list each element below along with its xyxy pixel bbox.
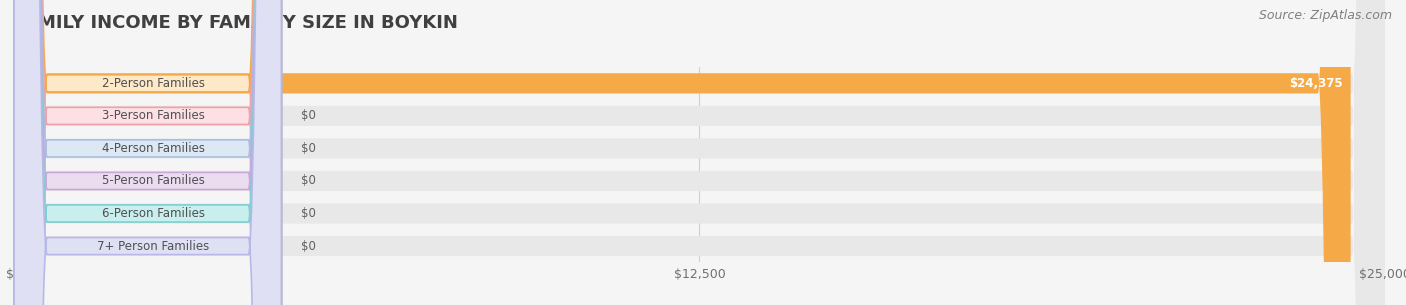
- FancyBboxPatch shape: [14, 0, 281, 305]
- Text: 4-Person Families: 4-Person Families: [101, 142, 204, 155]
- FancyBboxPatch shape: [14, 0, 1385, 305]
- FancyBboxPatch shape: [14, 0, 281, 305]
- Text: 7+ Person Families: 7+ Person Families: [97, 239, 209, 253]
- FancyBboxPatch shape: [14, 0, 281, 305]
- FancyBboxPatch shape: [14, 0, 1385, 305]
- Text: 3-Person Families: 3-Person Families: [101, 109, 204, 122]
- FancyBboxPatch shape: [14, 0, 1385, 305]
- FancyBboxPatch shape: [14, 0, 1351, 305]
- FancyBboxPatch shape: [14, 0, 281, 305]
- FancyBboxPatch shape: [14, 0, 1385, 305]
- Text: $0: $0: [301, 174, 315, 188]
- Text: $0: $0: [301, 239, 315, 253]
- Text: FAMILY INCOME BY FAMALIY SIZE IN BOYKIN: FAMILY INCOME BY FAMALIY SIZE IN BOYKIN: [14, 14, 458, 32]
- Text: Source: ZipAtlas.com: Source: ZipAtlas.com: [1258, 9, 1392, 22]
- Text: 5-Person Families: 5-Person Families: [101, 174, 204, 188]
- FancyBboxPatch shape: [14, 0, 281, 305]
- FancyBboxPatch shape: [14, 0, 1385, 305]
- FancyBboxPatch shape: [14, 0, 1385, 305]
- Text: $24,375: $24,375: [1289, 77, 1343, 90]
- Text: 6-Person Families: 6-Person Families: [101, 207, 204, 220]
- Text: $0: $0: [301, 142, 315, 155]
- Text: 2-Person Families: 2-Person Families: [101, 77, 204, 90]
- Text: $0: $0: [301, 109, 315, 122]
- FancyBboxPatch shape: [14, 0, 281, 305]
- Text: $0: $0: [301, 207, 315, 220]
